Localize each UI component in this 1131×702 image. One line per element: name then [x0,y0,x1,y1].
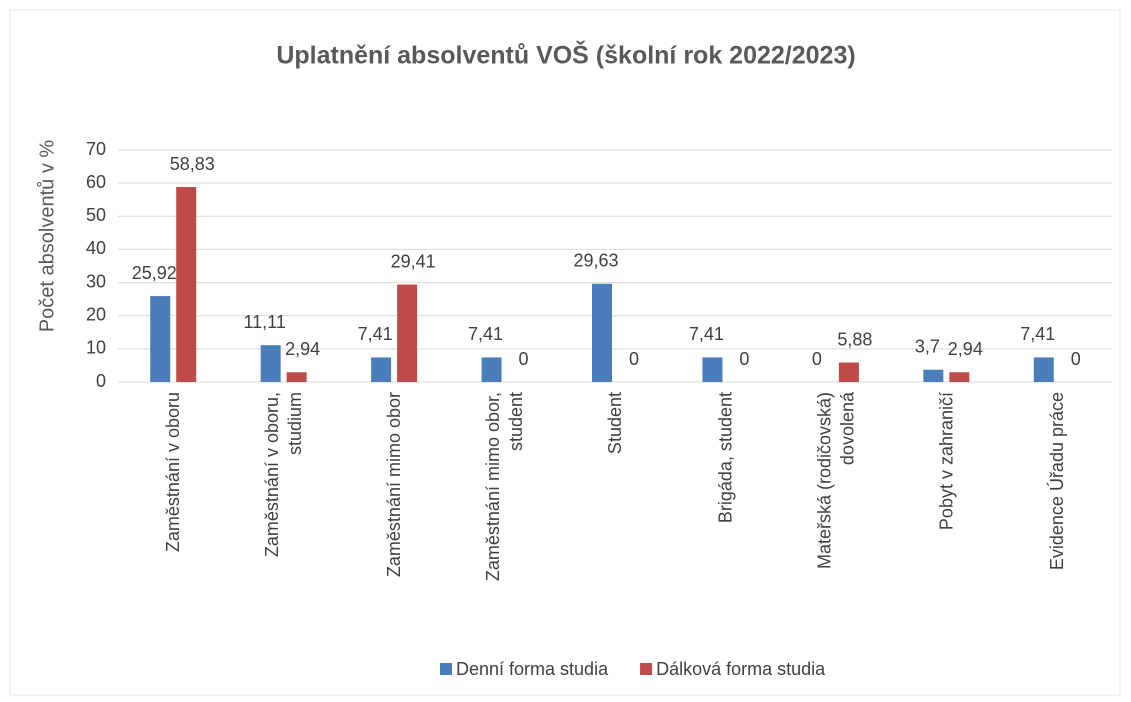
x-tick-label: Pobyt v zahraničí [936,392,956,530]
chart-title: Uplatnění absolventů VOŠ (školní rok 202… [276,40,855,70]
bar [923,369,944,382]
x-tick-label: Zaměstnání v oboru, studium [262,392,305,557]
y-tick-label: 40 [86,238,106,258]
data-label: 2,94 [285,339,320,359]
data-label: 29,41 [391,251,436,271]
data-label: 0 [629,349,639,369]
y-tick-label: 60 [86,172,106,192]
data-label: 58,83 [170,154,215,174]
y-axis-title: Počet absolventů v % [36,140,58,333]
bar [260,345,281,382]
bar [481,357,502,382]
data-label: 7,41 [1020,324,1055,344]
bar [592,283,612,382]
data-label: 7,41 [358,324,393,344]
bar [1033,357,1054,382]
bar [702,357,723,382]
x-tick-label: Brigáda, student [715,392,735,523]
data-label: 7,41 [689,324,724,344]
bar [286,372,307,382]
y-tick-label: 50 [86,205,106,225]
data-label: 0 [1071,349,1081,369]
data-label: 3,7 [915,336,940,356]
data-label: 25,92 [132,263,177,283]
legend-swatch [440,663,452,675]
y-tick-label: 70 [86,139,106,159]
data-label: 0 [519,349,529,369]
data-label: 11,11 [243,312,285,332]
bar [949,372,970,382]
legend-label: Denní forma studia [456,659,609,679]
data-label: 0 [812,349,822,369]
bar [838,362,859,382]
x-tick-label: Zaměstnání mimo obor [384,392,404,577]
y-tick-label: 20 [86,304,106,324]
x-tick-label: Zaměstnání v oboru [163,392,183,552]
data-label: 5,88 [837,329,872,349]
bar [371,357,392,382]
data-label: 2,94 [948,339,983,359]
x-tick-label: Evidence Úřadu práce [1046,392,1067,570]
data-label: 7,41 [468,324,503,344]
legend-label: Dálková forma studia [656,659,826,679]
y-tick-label: 10 [86,338,106,358]
bar [176,187,197,382]
x-tick-label: Mateřská (rodičovská) dovolená [814,391,857,569]
legend-swatch [640,663,653,675]
data-label: 29,63 [573,251,618,271]
bar [150,296,171,382]
bar [397,284,418,382]
data-label: 0 [739,349,749,369]
x-tick-label: Zaměstnání mimo obor, student [483,392,526,581]
y-tick-label: 30 [86,271,106,291]
x-tick-label: Student [605,392,625,454]
y-tick-label: 0 [96,371,106,391]
